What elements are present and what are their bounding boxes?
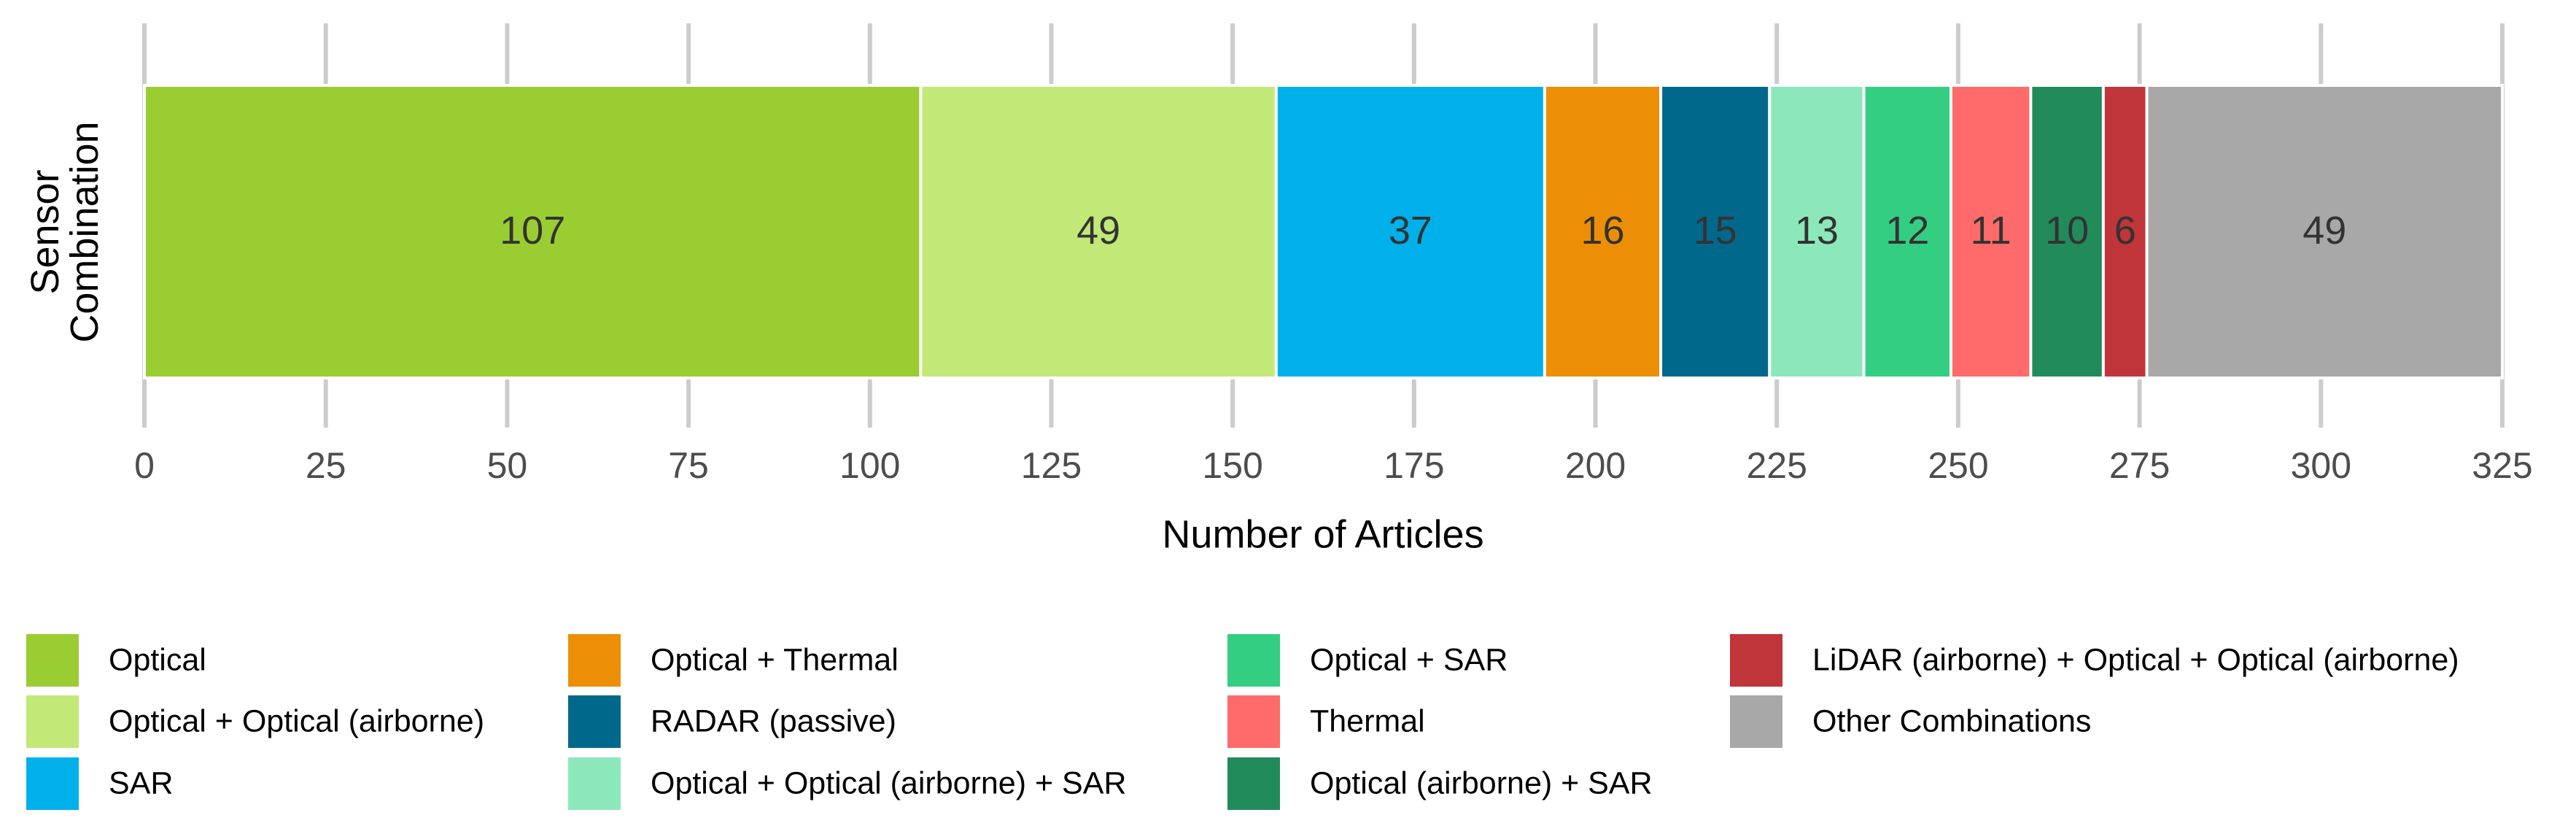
legend-label: Optical + Optical (airborne) bbox=[109, 703, 484, 738]
x-tick-label: 225 bbox=[1747, 445, 1807, 486]
x-tick-label: 0 bbox=[134, 445, 155, 486]
data-label: 15 bbox=[1694, 209, 1737, 252]
legend-label: Other Combinations bbox=[1812, 703, 2091, 738]
bar-segment bbox=[1949, 84, 2033, 379]
legend-label: Optical + SAR bbox=[1310, 642, 1508, 677]
x-tick-label: 50 bbox=[487, 445, 528, 486]
bar-segment bbox=[1862, 84, 1952, 379]
legend-swatch bbox=[26, 695, 79, 748]
legend-swatch bbox=[26, 634, 79, 687]
legend-swatch bbox=[568, 634, 621, 687]
data-label: 13 bbox=[1795, 209, 1839, 252]
data-label: 6 bbox=[2114, 209, 2136, 252]
legend-label: Thermal bbox=[1310, 703, 1425, 738]
x-tick-label: 175 bbox=[1384, 445, 1444, 486]
y-axis-title: Sensor Combination bbox=[23, 121, 106, 343]
x-tick-label: 125 bbox=[1021, 445, 1082, 486]
bar-segment bbox=[1768, 84, 1866, 379]
legend-swatch bbox=[26, 757, 79, 810]
data-label: 10 bbox=[2045, 209, 2089, 252]
legend-swatch bbox=[1227, 634, 1280, 687]
x-tick-label: 250 bbox=[1928, 445, 1988, 486]
x-tick-label: 300 bbox=[2291, 445, 2351, 486]
x-tick-label: 200 bbox=[1565, 445, 1626, 486]
legend-label: SAR bbox=[109, 765, 173, 800]
x-tick-label: 325 bbox=[2472, 445, 2532, 486]
data-label: 37 bbox=[1389, 209, 1432, 252]
legend-label: Optical bbox=[109, 642, 206, 677]
legend-swatch bbox=[1227, 695, 1280, 748]
legend-swatch bbox=[1730, 695, 1782, 748]
x-tick-label: 100 bbox=[839, 445, 900, 486]
legend-label: RADAR (passive) bbox=[651, 703, 896, 738]
x-tick-label: 150 bbox=[1202, 445, 1262, 486]
bar-segment bbox=[1274, 84, 1546, 379]
data-label: 12 bbox=[1885, 209, 1929, 252]
legend-swatch bbox=[568, 695, 621, 748]
data-label: 16 bbox=[1580, 209, 1624, 252]
x-tick-label: 75 bbox=[668, 445, 709, 486]
x-tick-label: 25 bbox=[306, 445, 346, 486]
data-label: 49 bbox=[2303, 209, 2346, 252]
data-label: 107 bbox=[500, 209, 565, 252]
legend-swatch bbox=[1227, 757, 1280, 810]
legend-label: Optical + Thermal bbox=[651, 642, 899, 677]
legend-label: Optical + Optical (airborne) + SAR bbox=[651, 765, 1126, 800]
bar-segment bbox=[2145, 84, 2504, 379]
legend-swatch bbox=[568, 757, 621, 810]
data-label: 11 bbox=[1971, 209, 2011, 252]
data-label: 49 bbox=[1076, 209, 1120, 252]
x-axis-title: Number of Articles bbox=[1162, 512, 1483, 556]
legend-swatch bbox=[1730, 634, 1782, 687]
x-tick-label: 275 bbox=[2109, 445, 2170, 486]
legend-label: LiDAR (airborne) + Optical + Optical (ai… bbox=[1812, 642, 2459, 677]
legend-label: Optical (airborne) + SAR bbox=[1310, 765, 1653, 800]
